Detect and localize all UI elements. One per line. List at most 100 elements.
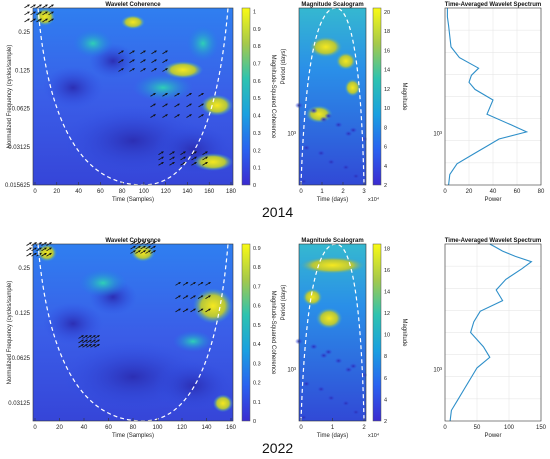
coherence-1-phase-arrow xyxy=(140,250,146,254)
coherence-0-phase-arrow xyxy=(198,114,204,118)
coherence-1-low-region xyxy=(153,359,233,413)
coherence-0-phase-arrow xyxy=(191,161,197,166)
coherence-1-phase-arrow xyxy=(46,252,52,257)
scalogram-0-low-region xyxy=(324,112,333,119)
scalogram-1-low-region xyxy=(359,371,368,378)
coherence-0-xtick-label: 120 xyxy=(161,189,172,195)
coherence-0-phase-arrow xyxy=(118,68,124,72)
coherence-1-phase-arrow xyxy=(31,247,37,252)
spectrum-1-frame xyxy=(444,243,542,422)
coherence-1-phase-arrow xyxy=(78,335,84,339)
coherence-0-phase-arrow xyxy=(162,92,168,97)
coherence-0-phase-arrow xyxy=(151,59,157,63)
coherence-1-phase-arrow xyxy=(190,281,196,286)
spectrum-0-xtick-label: 40 xyxy=(490,189,497,195)
coherence-0-phase-arrow xyxy=(24,4,30,9)
coherence-1-phase-arrow xyxy=(78,343,84,348)
coherence-1-phase-arrow xyxy=(31,252,37,257)
coherence-1-low-region xyxy=(43,302,103,345)
spectrum-0-title: Time-Averaged Wavelet Spectrum xyxy=(445,2,541,8)
scalogram-1-colorbar-tick: 18 xyxy=(384,246,390,252)
coherence-1-phase-arrow xyxy=(182,281,189,286)
coherence-0-phase-arrow xyxy=(202,151,208,155)
coherence-1-phase-arrow xyxy=(26,247,32,252)
coherence-0-low-region xyxy=(43,66,103,109)
spectrum-1-xtick-label: 0 xyxy=(443,425,447,431)
scalogram-1-x-exponent: x10⁴ xyxy=(368,432,380,439)
coherence-0-phase-arrow xyxy=(129,59,135,63)
coherence-0-phase-arrow xyxy=(162,59,168,63)
coherence-1-ytick-label: 0.0625 xyxy=(12,356,31,362)
scalogram-0-low-region xyxy=(302,144,311,151)
scalogram-0-colorbar-tick: 4 xyxy=(384,164,387,170)
coherence-1-colorbar-tick: 0.2 xyxy=(253,381,261,387)
coherence-1-phase-arrow xyxy=(175,308,181,313)
coherence-0-phase-arrow xyxy=(42,18,48,23)
scalogram-0-low-region xyxy=(317,150,326,157)
scalogram-0-high-region xyxy=(344,78,361,97)
coherence-0-mid-region xyxy=(133,73,193,102)
coherence-1-phase-arrow xyxy=(175,281,181,286)
scalogram-1-xtick-label: 2 xyxy=(362,425,366,431)
coherence-0-xtick-label: 140 xyxy=(182,189,193,195)
coherence-0-phase-arrow xyxy=(158,156,164,161)
coherence-1-ylabel: Normalized Frequency (cycles/sample) xyxy=(7,281,13,385)
spectrum-0-xtick-label: 60 xyxy=(514,189,521,195)
coherence-1-phase-arrow xyxy=(94,343,100,348)
coherence-0-phase-arrow xyxy=(191,156,197,161)
coherence-1-phase-arrow xyxy=(90,343,96,348)
scalogram-0-low-region xyxy=(327,158,336,165)
coherence-0-phase-arrow xyxy=(140,59,146,63)
coherence-0-phase-arrow xyxy=(162,103,168,108)
coherence-1-phase-arrow xyxy=(26,252,32,257)
coherence-0-high-region xyxy=(121,15,145,30)
coherence-0-xtick-label: 40 xyxy=(75,189,82,195)
coherence-1-title: Wavelet Coherence xyxy=(105,238,161,244)
coherence-0-frame xyxy=(32,7,234,186)
coherence-0-mid-region xyxy=(187,25,219,62)
coherence-0-phase-arrow xyxy=(202,161,208,166)
coherence-0-phase-arrow xyxy=(186,114,192,118)
coherence-0-phase-arrow xyxy=(48,4,54,9)
scalogram-0-xtick-label: 0 xyxy=(299,189,303,195)
coherence-0-xtick-label: 80 xyxy=(119,189,126,195)
coherence-0-ytick-label: 0.25 xyxy=(18,30,30,36)
coherence-1-phase-arrow xyxy=(182,295,189,299)
spectrum-0-series-line xyxy=(446,8,529,186)
coherence-0-ytick-label: 0.0625 xyxy=(12,107,31,113)
coherence-0-phase-arrow xyxy=(30,4,36,9)
spectrum-0-xtick-label: 20 xyxy=(466,189,473,195)
spectrum-0-xlabel: Power xyxy=(484,197,501,203)
coherence-0-phase-arrow xyxy=(42,4,48,9)
scalogram-1-xtick-label: 1 xyxy=(331,425,335,431)
scalogram-0-colorbar-tick: 14 xyxy=(384,68,390,74)
coherence-1-phase-arrow xyxy=(36,247,42,252)
scalogram-1-colorbar-tick: 2 xyxy=(384,419,387,425)
scalogram-0-colorbar-tick: 18 xyxy=(384,29,390,35)
coherence-0-phase-arrow xyxy=(48,18,54,23)
spectrum-1-xtick-label: 150 xyxy=(536,425,547,431)
coherence-1-xtick-label: 160 xyxy=(226,425,237,431)
scalogram-1-low-region xyxy=(302,380,311,387)
coherence-0-phase-arrow xyxy=(174,103,180,108)
coherence-1-phase-arrow xyxy=(41,252,47,257)
coherence-1-xtick-label: 140 xyxy=(201,425,212,431)
coherence-1-high-region xyxy=(193,288,233,324)
coherence-1-phase-arrow xyxy=(130,250,136,254)
coherence-0-high-region xyxy=(201,94,233,116)
coherence-0-phase-arrow xyxy=(36,11,42,16)
scalogram-0-low-region xyxy=(359,135,368,142)
coherence-0-phase-arrow xyxy=(174,92,180,97)
scalogram-1-low-region xyxy=(349,363,358,370)
scalogram-1-colorbar-tick: 8 xyxy=(384,354,387,360)
scalogram-0-xtick-label: 1 xyxy=(320,189,324,195)
coherence-1-mid-region xyxy=(79,268,127,298)
coherence-1-xtick-label: 0 xyxy=(33,425,37,431)
coherence-0-phase-arrow xyxy=(118,59,124,63)
coherence-0-xtick-label: 180 xyxy=(226,189,237,195)
coherence-0-phase-arrow xyxy=(129,68,135,72)
coherence-1-phase-arrow xyxy=(86,343,92,348)
coherence-0-phase-arrow xyxy=(169,151,175,155)
coherence-0-phase-arrow xyxy=(162,68,168,72)
